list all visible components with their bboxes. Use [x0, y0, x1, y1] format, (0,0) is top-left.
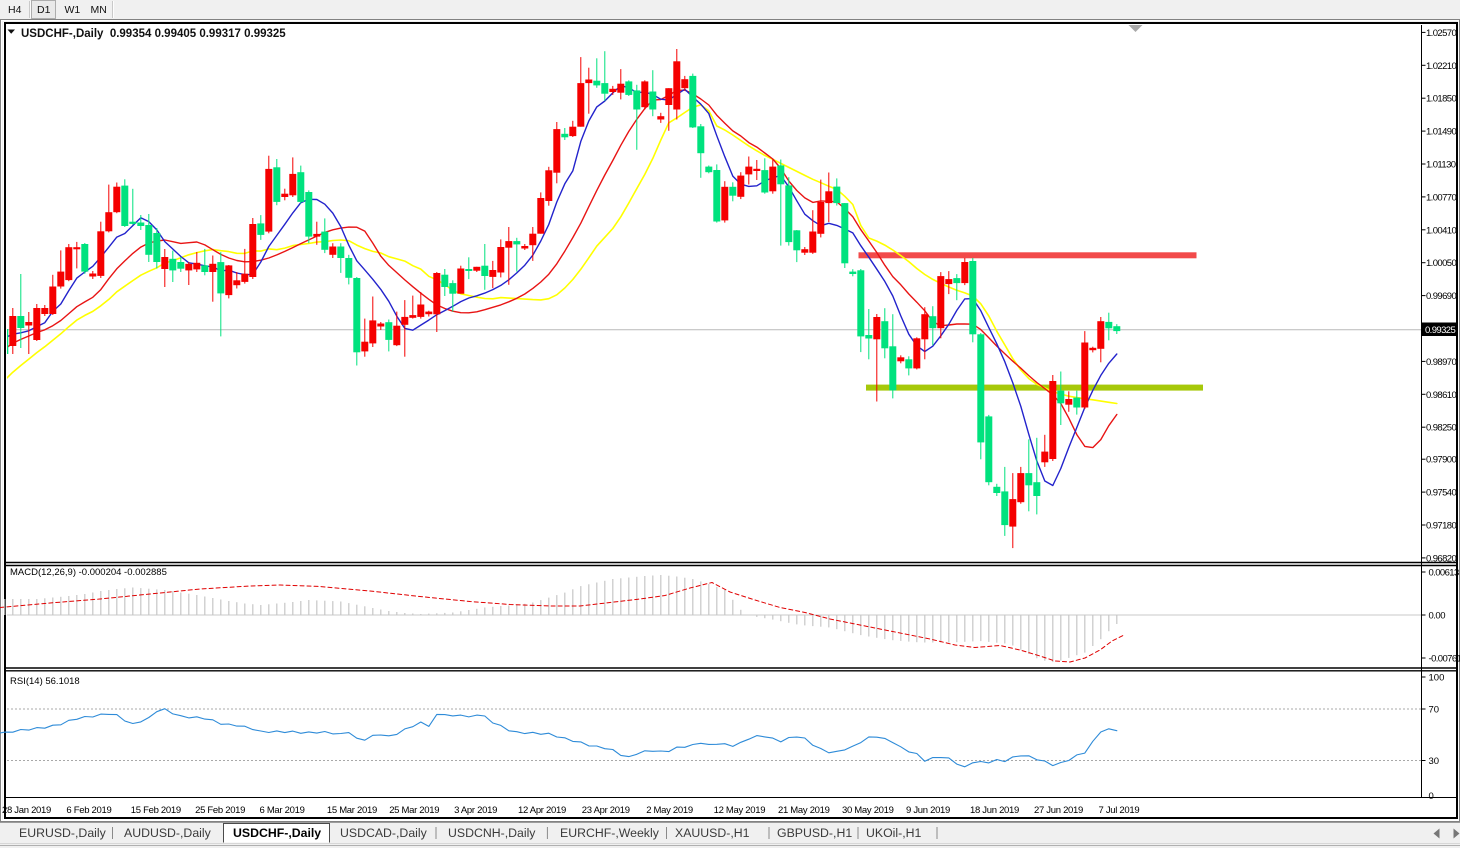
svg-text:12 May 2019: 12 May 2019: [714, 805, 766, 816]
svg-text:2 May 2019: 2 May 2019: [646, 805, 693, 816]
svg-text:23 Apr 2019: 23 Apr 2019: [582, 805, 630, 816]
svg-text:12 Apr 2019: 12 Apr 2019: [518, 805, 566, 816]
svg-text:W1: W1: [65, 4, 81, 16]
svg-text:15 Mar 2019: 15 Mar 2019: [327, 805, 377, 816]
svg-text:0.99325: 0.99325: [1425, 325, 1455, 336]
svg-text:1.01490: 1.01490: [1426, 127, 1456, 138]
svg-text:0.98610: 0.98610: [1426, 390, 1456, 401]
svg-text:25 Mar 2019: 25 Mar 2019: [389, 805, 439, 816]
svg-text:XAUUSD-,H1: XAUUSD-,H1: [675, 826, 750, 840]
svg-text:30: 30: [1429, 756, 1440, 767]
svg-text:MN: MN: [91, 4, 107, 16]
svg-text:0.00: 0.00: [1429, 611, 1446, 622]
svg-text:70: 70: [1429, 705, 1440, 716]
svg-text:0.98250: 0.98250: [1426, 423, 1456, 434]
svg-text:1.02570: 1.02570: [1426, 28, 1456, 39]
svg-text:1.00410: 1.00410: [1426, 225, 1456, 236]
svg-text:H4: H4: [8, 4, 22, 16]
svg-text:15 Feb 2019: 15 Feb 2019: [131, 805, 181, 816]
svg-text:18 Jun 2019: 18 Jun 2019: [970, 805, 1019, 816]
svg-text:7 Jul 2019: 7 Jul 2019: [1099, 805, 1140, 816]
svg-text:6 Mar 2019: 6 Mar 2019: [260, 805, 305, 816]
svg-text:0.98970: 0.98970: [1426, 357, 1456, 368]
svg-text:USDCHF-,Daily 0.99354 0.99405: USDCHF-,Daily 0.99354 0.99405 0.99317 0.…: [21, 28, 286, 40]
svg-text:AUDUSD-,Daily: AUDUSD-,Daily: [124, 826, 212, 840]
svg-text:1.01130: 1.01130: [1426, 160, 1456, 171]
svg-text:D1: D1: [37, 4, 51, 16]
svg-text:MACD(12,26,9) -0.000204 -0.002: MACD(12,26,9) -0.000204 -0.002885: [10, 567, 167, 578]
svg-text:EURCHF-,Weekly: EURCHF-,Weekly: [560, 826, 660, 840]
svg-text:27 Jun 2019: 27 Jun 2019: [1034, 805, 1083, 816]
svg-text:1.02210: 1.02210: [1426, 61, 1456, 72]
svg-text:EURUSD-,Daily: EURUSD-,Daily: [19, 826, 107, 840]
svg-text:USDCAD-,Daily: USDCAD-,Daily: [340, 826, 428, 840]
svg-text:3 Apr 2019: 3 Apr 2019: [454, 805, 497, 816]
svg-text:RSI(14) 56.1018: RSI(14) 56.1018: [10, 676, 80, 687]
svg-text:0.99690: 0.99690: [1426, 291, 1456, 302]
svg-text:USDCHF-,Daily: USDCHF-,Daily: [233, 826, 321, 840]
svg-text:21 May 2019: 21 May 2019: [778, 805, 830, 816]
svg-text:USDCNH-,Daily: USDCNH-,Daily: [448, 826, 536, 840]
svg-text:1.01850: 1.01850: [1426, 94, 1456, 105]
svg-text:UKOil-,H1: UKOil-,H1: [866, 826, 922, 840]
svg-text:30 May 2019: 30 May 2019: [842, 805, 894, 816]
svg-text:0.97900: 0.97900: [1426, 455, 1456, 466]
svg-text:1.00770: 1.00770: [1426, 192, 1456, 203]
svg-text:9 Jun 2019: 9 Jun 2019: [906, 805, 950, 816]
svg-text:0.97540: 0.97540: [1426, 488, 1456, 499]
svg-text:0.97180: 0.97180: [1426, 521, 1456, 532]
svg-text:0.00613: 0.00613: [1429, 568, 1459, 579]
svg-text:-0.00761: -0.00761: [1429, 654, 1460, 665]
svg-text:25 Feb 2019: 25 Feb 2019: [195, 805, 245, 816]
svg-text:100: 100: [1429, 673, 1445, 684]
svg-text:GBPUSD-,H1: GBPUSD-,H1: [777, 826, 852, 840]
svg-text:28 Jan 2019: 28 Jan 2019: [2, 805, 51, 816]
svg-text:0.96820: 0.96820: [1426, 553, 1456, 564]
svg-text:0: 0: [1429, 791, 1434, 802]
svg-text:1.00050: 1.00050: [1426, 258, 1456, 269]
svg-text:6 Feb 2019: 6 Feb 2019: [66, 805, 111, 816]
